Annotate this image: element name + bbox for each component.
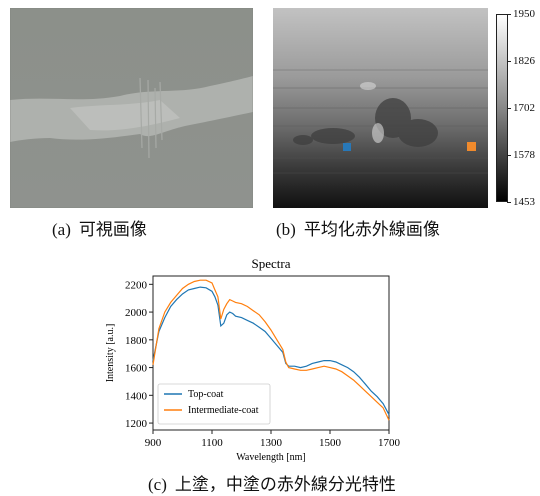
x-tick-label-0: 900 <box>145 437 162 449</box>
chart-title: Spectra <box>252 256 291 271</box>
x-tick-label-1: 1100 <box>201 437 223 449</box>
caption-c: (c) 上塗，中塗の赤外線分光特性 <box>148 475 396 495</box>
y-tick-label-0: 1200 <box>125 418 148 430</box>
y-tick-label-5: 2200 <box>125 279 148 291</box>
colorbar-tick-5: 1453 <box>507 196 535 208</box>
series-line-top-coat <box>152 286 390 415</box>
caption-c-label: (c) <box>148 475 167 494</box>
averaged-infrared-image <box>273 8 488 208</box>
spectra-chart: Spectra 900 1100 1300 1500 1700 1200 1400 1600 18… <box>0 250 540 472</box>
colorbar-tick-2: 1826 <box>507 55 535 67</box>
caption-a-text: 可視画像 <box>78 220 147 239</box>
legend-label-0: Top-coat <box>188 389 224 400</box>
legend-box <box>157 383 271 425</box>
y-tick-label-4: 2000 <box>125 307 148 319</box>
top-coat-marker <box>343 143 351 151</box>
visible-image <box>10 8 253 208</box>
x-tick-label-4: 1700 <box>378 437 401 449</box>
y-tick-label-1: 1400 <box>125 390 148 402</box>
x-axis-label: Wavelength [nm] <box>236 452 305 463</box>
spectra-chart-svg: Spectra 900 1100 1300 1500 1700 1200 1400 1600 18… <box>105 256 401 463</box>
caption-b: (b) 平均化赤外線画像 <box>276 220 440 240</box>
caption-c-text: 上塗，中塗の赤外線分光特性 <box>174 475 396 494</box>
legend-label-1: Intermediate-coat <box>188 405 259 416</box>
visible-image-graphic <box>10 8 253 208</box>
caption-a-label: (a) <box>52 220 71 239</box>
colorbar-tick-1: 1950 <box>507 8 535 20</box>
intermediate-coat-marker <box>467 142 476 151</box>
y-axis-label: Intensity [a.u.] <box>105 324 116 383</box>
caption-b-text: 平均化赤外線画像 <box>303 220 440 239</box>
colorbar-tick-3: 1702 <box>507 102 535 114</box>
infrared-image-graphic <box>273 8 488 208</box>
x-tick-label-2: 1300 <box>260 437 283 449</box>
y-tick-label-3: 1800 <box>125 335 148 347</box>
y-tick-label-2: 1600 <box>125 363 148 375</box>
series-line-intermediate-coat <box>152 279 390 421</box>
colorbar-tick-4: 1578 <box>507 149 535 161</box>
caption-a: (a) 可視画像 <box>52 220 147 240</box>
x-tick-label-3: 1500 <box>319 437 342 449</box>
caption-b-label: (b) <box>276 220 296 239</box>
